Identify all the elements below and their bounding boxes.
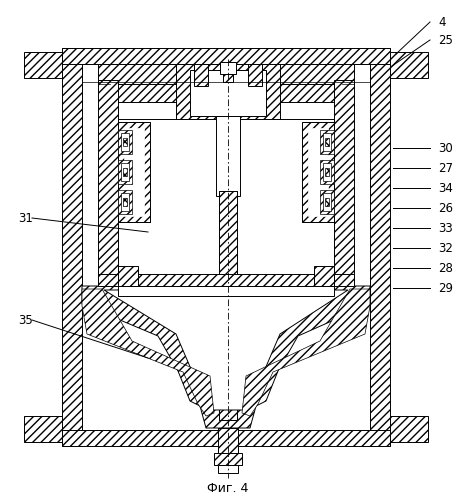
Text: 29: 29: [438, 282, 453, 294]
Bar: [370, 48, 390, 446]
Text: 32: 32: [438, 242, 453, 254]
Bar: [98, 80, 118, 284]
Bar: [320, 130, 334, 154]
Bar: [121, 193, 129, 211]
Bar: [118, 286, 334, 296]
Bar: [219, 191, 237, 420]
Bar: [118, 130, 132, 154]
Bar: [123, 138, 127, 146]
Text: 33: 33: [438, 222, 453, 234]
Bar: [325, 198, 329, 206]
Bar: [123, 198, 127, 206]
Text: 30: 30: [438, 142, 453, 154]
Bar: [325, 168, 329, 176]
Bar: [219, 191, 237, 420]
Text: 25: 25: [438, 34, 453, 46]
Bar: [323, 133, 331, 151]
Bar: [118, 119, 334, 284]
Bar: [334, 80, 354, 284]
Bar: [98, 274, 354, 286]
Bar: [308, 128, 328, 216]
Bar: [218, 465, 238, 473]
Bar: [124, 128, 144, 216]
Bar: [216, 116, 240, 196]
Bar: [194, 64, 208, 86]
Bar: [24, 52, 62, 78]
Bar: [248, 64, 262, 86]
Bar: [314, 266, 334, 286]
Text: 31: 31: [18, 212, 33, 224]
Bar: [110, 84, 342, 102]
Bar: [176, 64, 280, 119]
Polygon shape: [82, 286, 370, 428]
Bar: [62, 48, 390, 64]
Bar: [118, 122, 150, 222]
Bar: [121, 133, 129, 151]
Bar: [325, 138, 329, 146]
Bar: [98, 64, 354, 84]
Bar: [121, 163, 129, 181]
Bar: [320, 160, 334, 184]
Text: 26: 26: [438, 202, 453, 214]
Text: 35: 35: [18, 314, 33, 326]
Text: Фиг. 4: Фиг. 4: [207, 482, 249, 494]
Bar: [323, 193, 331, 211]
Text: 4: 4: [438, 16, 446, 28]
Bar: [220, 62, 236, 74]
Text: 28: 28: [438, 262, 453, 274]
Bar: [123, 168, 127, 176]
Bar: [82, 64, 370, 430]
Polygon shape: [242, 289, 370, 416]
Bar: [24, 416, 62, 442]
Bar: [320, 190, 334, 214]
Bar: [118, 190, 132, 214]
Bar: [223, 74, 233, 82]
Bar: [62, 48, 82, 446]
Text: 27: 27: [438, 162, 453, 174]
Bar: [118, 160, 132, 184]
Bar: [218, 428, 238, 453]
Bar: [118, 266, 138, 286]
Bar: [62, 430, 390, 446]
Bar: [214, 453, 242, 465]
Bar: [190, 70, 266, 116]
Polygon shape: [104, 290, 348, 410]
Bar: [323, 163, 331, 181]
Polygon shape: [82, 289, 214, 416]
Bar: [302, 122, 334, 222]
Bar: [390, 416, 428, 442]
Text: 34: 34: [438, 182, 453, 194]
Bar: [390, 52, 428, 78]
